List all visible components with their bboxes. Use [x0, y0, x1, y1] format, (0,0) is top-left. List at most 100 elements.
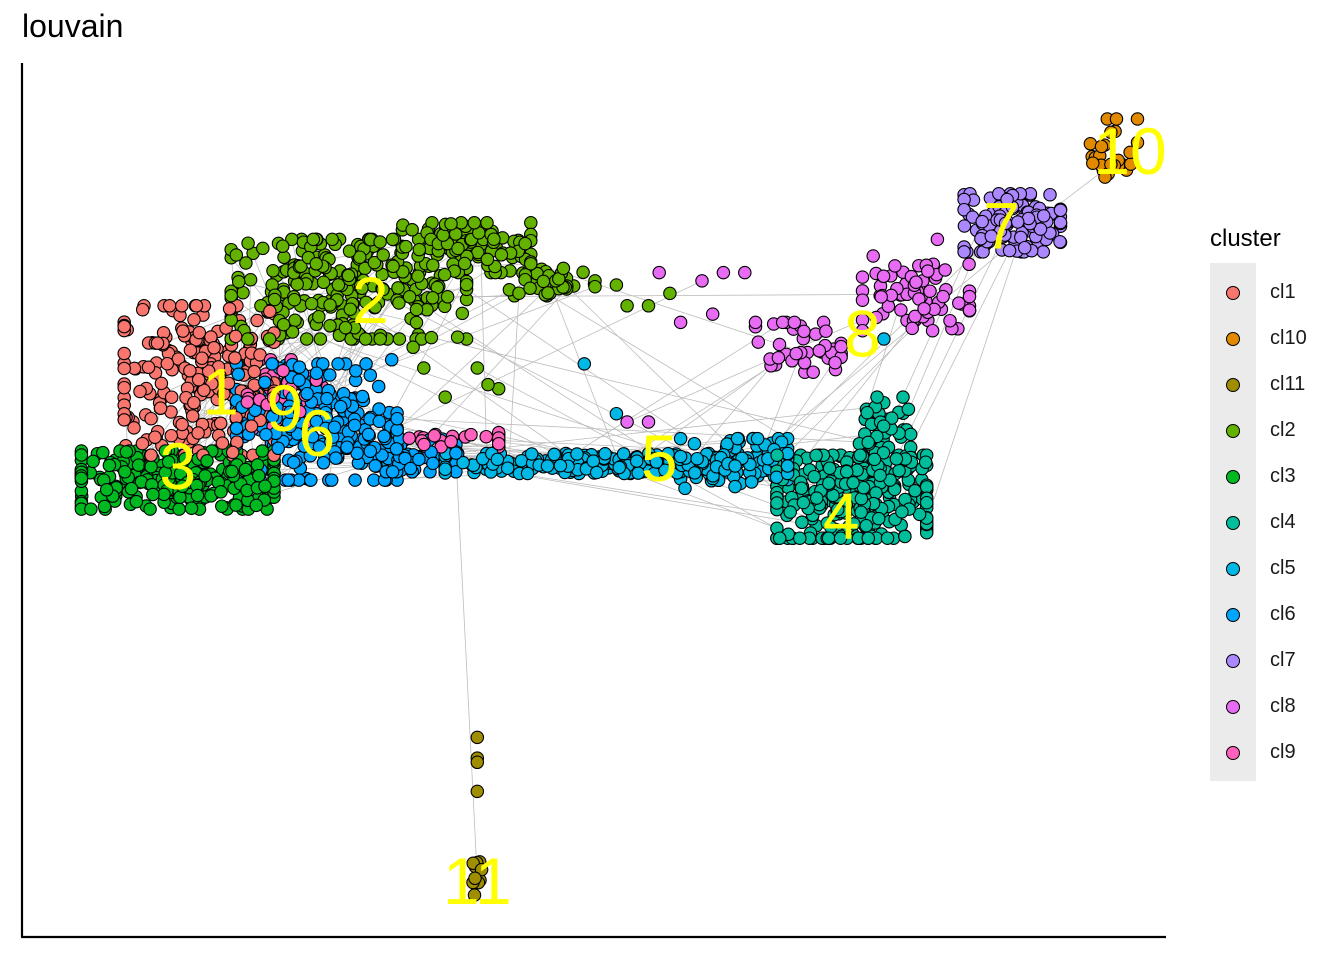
- point-cl5: [780, 459, 795, 473]
- point-cl2: [425, 291, 440, 305]
- point-cl4: [853, 448, 867, 462]
- point-cl3: [238, 462, 253, 477]
- point-cl5: [744, 475, 759, 489]
- point-cl8: [962, 303, 977, 317]
- legend-key-cl10: [1226, 332, 1240, 346]
- point-cl9: [444, 434, 458, 449]
- legend-label-cl10: cl10: [1270, 327, 1307, 349]
- point-cl2: [373, 235, 387, 249]
- point-cl3: [184, 501, 199, 515]
- point-cl4: [794, 481, 809, 495]
- point-cl4: [859, 518, 874, 533]
- point-cl4: [889, 452, 904, 466]
- legend-key-cl6: [1226, 608, 1240, 622]
- point-cl2: [342, 244, 357, 258]
- point-cl2: [541, 286, 555, 300]
- point-cl1: [162, 299, 177, 313]
- point-cl2: [440, 290, 455, 304]
- point-cl8: [917, 302, 931, 316]
- point-cl6: [316, 357, 330, 371]
- point-cl2: [444, 217, 458, 231]
- point-cl8: [620, 415, 634, 429]
- point-cl4: [807, 469, 821, 484]
- point-cl9: [266, 391, 281, 405]
- legend-label-cl2: cl2: [1270, 419, 1296, 441]
- point-cl9: [479, 429, 493, 444]
- point-cl8: [876, 269, 891, 284]
- point-cl10: [1130, 112, 1145, 126]
- point-cl4: [822, 461, 837, 475]
- legend-key-cl8: [1226, 700, 1240, 714]
- point-cl2: [450, 330, 465, 344]
- point-cl2: [276, 317, 291, 332]
- point-cl2: [391, 281, 405, 295]
- point-cl4: [809, 448, 823, 463]
- point-cl4: [833, 531, 848, 545]
- point-cl3: [102, 458, 117, 473]
- point-cl1: [225, 445, 240, 460]
- point-cl2: [224, 313, 238, 327]
- graph-edge: [910, 250, 1010, 448]
- point-cl1: [117, 319, 131, 334]
- point-cl11: [468, 871, 482, 886]
- point-cl2: [323, 298, 337, 312]
- point-cl2: [367, 255, 382, 270]
- point-cl6: [312, 440, 327, 454]
- graph-edge: [396, 280, 557, 431]
- point-cl1: [215, 436, 230, 450]
- point-cl2: [231, 275, 246, 289]
- point-cl2: [663, 286, 677, 301]
- point-cl6: [348, 473, 362, 487]
- point-cl8: [819, 324, 833, 338]
- point-cl2: [470, 361, 485, 375]
- point-cl2: [481, 377, 495, 392]
- point-cl5: [500, 461, 515, 475]
- legend-item-cl11: cl11: [1210, 363, 1330, 409]
- point-cl6: [229, 421, 244, 436]
- point-cl6: [390, 423, 404, 437]
- point-cl5: [598, 447, 612, 461]
- point-cl6: [372, 414, 387, 429]
- point-cl4: [871, 511, 886, 526]
- point-cl8: [751, 335, 766, 349]
- point-cl3: [119, 445, 134, 459]
- legend-item-cl9: cl9: [1210, 731, 1330, 777]
- point-cl1: [187, 395, 201, 410]
- point-cl7: [957, 219, 972, 233]
- point-cl3: [229, 498, 243, 512]
- point-cl1: [135, 436, 150, 451]
- point-cl5: [570, 447, 584, 461]
- point-cl7: [998, 216, 1013, 231]
- point-cl3: [200, 454, 214, 468]
- point-cl5: [553, 458, 568, 473]
- legend-label-cl7: cl7: [1270, 649, 1296, 671]
- point-cl3: [146, 487, 160, 502]
- point-cl2: [399, 239, 413, 254]
- legend-label-cl5: cl5: [1270, 557, 1296, 579]
- point-cl2: [487, 232, 501, 246]
- point-cl6: [347, 418, 362, 433]
- point-cl4: [795, 515, 809, 530]
- point-cl1: [201, 364, 216, 378]
- graph-edge: [773, 241, 988, 450]
- point-cl10: [1104, 125, 1118, 140]
- point-cl3: [118, 465, 132, 479]
- point-cl4: [919, 480, 934, 494]
- point-cl9: [417, 437, 431, 452]
- point-cl4: [901, 402, 916, 417]
- point-cl2: [325, 232, 339, 247]
- point-cl6: [271, 441, 285, 456]
- point-cl2: [338, 320, 353, 335]
- point-cl6: [384, 353, 399, 367]
- legend-keys: cl1 cl10 cl11 cl2 cl3 cl4 cl5 cl6 cl7 cl8 cl9: [1210, 263, 1307, 781]
- graph-edge: [273, 313, 595, 474]
- point-cl8: [673, 315, 688, 330]
- point-cl6: [449, 446, 463, 460]
- point-cl10: [1104, 157, 1118, 172]
- cluster-label-cl10: 10: [1093, 114, 1166, 188]
- point-cl4: [822, 476, 836, 491]
- point-cl1: [263, 304, 277, 319]
- point-cl5: [586, 454, 601, 468]
- point-cl1: [153, 401, 168, 415]
- legend-label-cl6: cl6: [1270, 603, 1296, 625]
